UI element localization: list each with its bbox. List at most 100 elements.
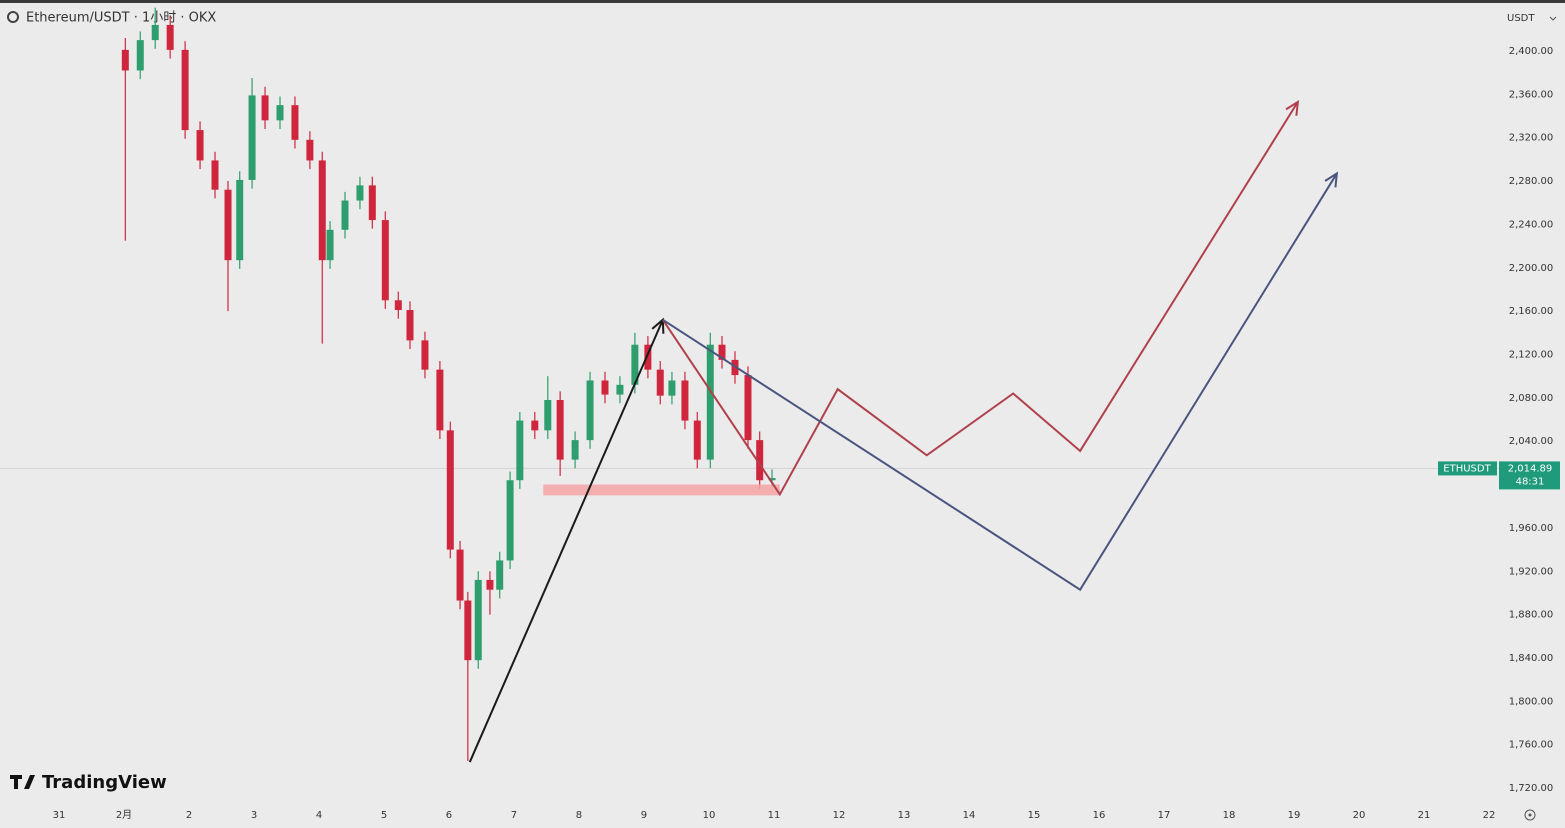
candle-body (261, 95, 269, 121)
candle-body (644, 344, 652, 370)
candle-body (631, 344, 639, 385)
candle-body (706, 344, 714, 460)
projection-line (662, 101, 1299, 497)
candle-body (381, 220, 389, 301)
y-tick-label: 2,200.00 (1509, 263, 1554, 274)
arrow-head (1324, 171, 1339, 188)
candle-body (544, 400, 552, 431)
x-tick-label: 16 (1093, 810, 1106, 821)
candle-body (394, 300, 402, 311)
x-tick-label: 10 (703, 810, 716, 821)
x-tick-label: 19 (1288, 810, 1301, 821)
candle-body (181, 49, 189, 131)
y-tick-label: 2,240.00 (1509, 219, 1554, 230)
x-tick-label: 31 (53, 810, 66, 821)
x-tick-label: 6 (446, 810, 452, 821)
candle-body (326, 229, 334, 261)
y-tick-label: 2,400.00 (1509, 46, 1554, 57)
y-tick-label: 1,720.00 (1509, 783, 1554, 794)
candle-body (406, 310, 414, 341)
y-tick-label: 1,760.00 (1509, 740, 1554, 751)
candle-body (136, 40, 144, 71)
y-tick-label: 2,280.00 (1509, 176, 1554, 187)
top-border (0, 0, 1565, 3)
candle-body (474, 579, 482, 661)
x-tick-label: 21 (1418, 810, 1431, 821)
x-tick-label: 12 (833, 810, 846, 821)
projection-line (662, 172, 1338, 592)
y-tick-label: 2,160.00 (1509, 306, 1554, 317)
x-tick-label: 2月 (116, 809, 132, 821)
candle-body (744, 375, 752, 441)
x-tick-label: 20 (1353, 810, 1366, 821)
x-tick-label: 3 (251, 810, 257, 821)
candle-body (166, 24, 174, 50)
price-tag-countdown: 48:31 (1516, 476, 1545, 487)
y-tick-label: 1,880.00 (1509, 610, 1554, 621)
candle-body (681, 380, 689, 421)
y-tick-label: 2,320.00 (1509, 133, 1554, 144)
x-tick-label: 7 (511, 810, 517, 821)
price-tag (1499, 461, 1560, 490)
y-tick-label: 2,080.00 (1509, 393, 1554, 404)
y-tick-label: 2,360.00 (1509, 89, 1554, 100)
candle-body (756, 440, 764, 481)
candle-body (151, 24, 159, 41)
candle-body (516, 420, 524, 481)
x-tick-label: 11 (768, 810, 781, 821)
candle-body (531, 420, 539, 431)
candle-body (196, 130, 204, 161)
candle-body (693, 420, 701, 460)
candle-body (421, 340, 429, 370)
x-tick-label: 2 (186, 810, 192, 821)
candle-body (291, 105, 299, 140)
candle-body (601, 380, 609, 395)
y-tick-label: 1,960.00 (1509, 523, 1554, 534)
candle-body (616, 384, 624, 395)
candle-body (306, 139, 314, 161)
candle-body (211, 160, 219, 190)
y-tick-label: 1,800.00 (1509, 696, 1554, 707)
chart-title: Ethereum/USDT · 1小时 · OKX (26, 11, 216, 26)
candle-body (496, 560, 504, 590)
x-tick-label: 17 (1158, 810, 1171, 821)
candle-body (571, 440, 579, 460)
candle-body (768, 478, 776, 481)
x-tick-label: 14 (963, 810, 976, 821)
candle-body (446, 430, 454, 550)
y-tick-label: 2,040.00 (1509, 436, 1554, 447)
candle-body (486, 579, 494, 590)
brand-name: TradingView (42, 772, 167, 793)
candle-body (236, 179, 244, 261)
currency-label[interactable]: USDT (1507, 13, 1535, 24)
price-tag-value: 2,014.89 (1508, 463, 1553, 474)
x-tick-label: 5 (381, 810, 387, 821)
candle-body (368, 185, 376, 221)
candle-body (718, 344, 726, 360)
candle-body (276, 105, 284, 121)
currency-dropdown[interactable] (1549, 16, 1557, 21)
candle-body (656, 369, 664, 396)
candle-body (341, 200, 349, 230)
candle-body (121, 49, 129, 71)
settings-icon[interactable] (1524, 809, 1536, 821)
x-tick-label: 13 (898, 810, 911, 821)
support-zone (543, 484, 780, 496)
x-tick-label: 22 (1483, 810, 1496, 821)
symbol-icon (7, 11, 19, 23)
candle-body (436, 369, 444, 431)
candle-body (464, 600, 472, 661)
candle-body (506, 480, 514, 561)
x-tick-label: 9 (641, 810, 647, 821)
x-tick-label: 4 (316, 810, 322, 821)
projection-line (468, 319, 664, 763)
candle-body (586, 380, 594, 441)
y-tick-label: 2,120.00 (1509, 349, 1554, 360)
candle-body (668, 380, 676, 396)
candle-body (556, 400, 564, 460)
candle-body (318, 160, 326, 261)
x-tick-label: 15 (1028, 810, 1041, 821)
candle-body (456, 549, 464, 601)
